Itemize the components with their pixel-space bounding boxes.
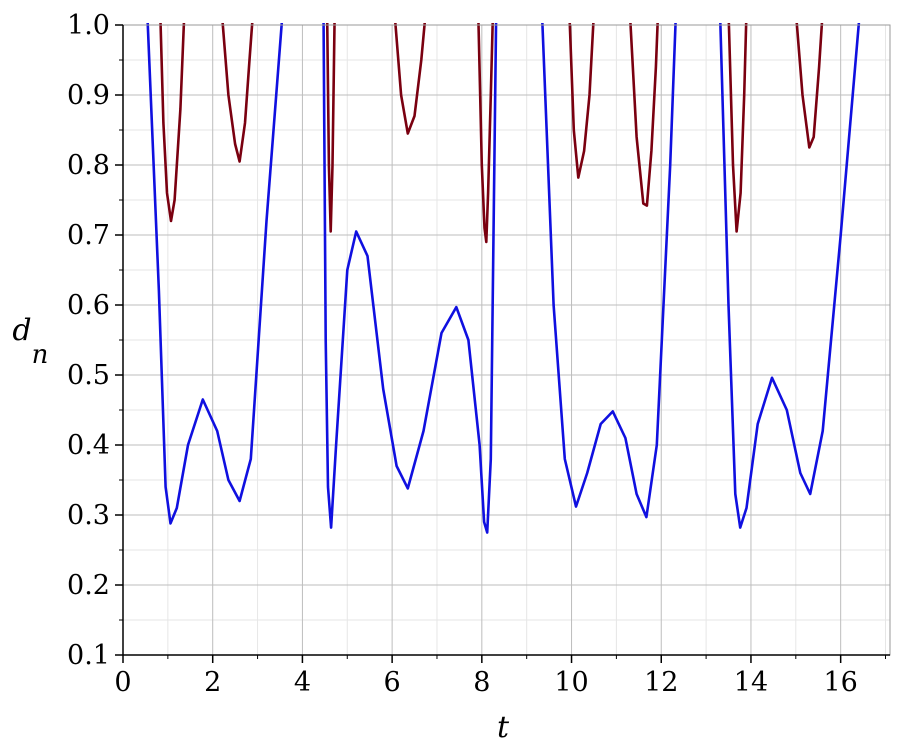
x-tick-label: 8 — [473, 667, 490, 698]
tick-labels: 0 2 4 6 8 10 12 14 16 0.1 0.2 0.3 0.4 0.5 0.6 0.7 0.8 0.9… — [67, 10, 858, 698]
series-2-curve-3 — [325, 23, 336, 233]
x-tick-label: 10 — [554, 667, 588, 698]
series-2-curve-5 — [477, 23, 494, 244]
x-axis-label: t — [497, 710, 510, 745]
y-tick-label: 0.3 — [67, 500, 110, 531]
series-1-curve-1 — [146, 23, 861, 534]
y-axis-label-subscript: n — [32, 340, 49, 370]
x-tick-label: 4 — [294, 667, 311, 698]
y-tick-label: 0.8 — [67, 150, 110, 181]
x-tick-label: 12 — [644, 667, 678, 698]
y-tick-label: 0.5 — [67, 360, 110, 391]
y-axis-label: d — [12, 313, 31, 348]
x-tick-label: 14 — [734, 667, 768, 698]
series-2-curve-7 — [629, 23, 659, 207]
grid-lines — [122, 24, 890, 656]
series-2-curve-2 — [221, 23, 254, 163]
y-tick-label: 0.4 — [67, 430, 110, 461]
y-tick-label: 0.6 — [67, 290, 110, 321]
y-tick-label: 0.9 — [67, 80, 110, 111]
series-2-curve-9 — [795, 23, 824, 149]
axis-ticks — [115, 24, 887, 663]
y-tick-label: 1.0 — [67, 10, 110, 41]
x-tick-label: 2 — [204, 667, 221, 698]
x-tick-label: 6 — [384, 667, 401, 698]
series-2-curve-8 — [727, 23, 748, 233]
series-layer — [146, 23, 861, 534]
series-2-curve-1 — [159, 23, 186, 223]
y-tick-label: 0.1 — [67, 640, 110, 671]
x-tick-label: 16 — [823, 667, 857, 698]
series-2-curve-6 — [568, 23, 595, 179]
x-tick-label: 0 — [114, 667, 131, 698]
y-tick-label: 0.2 — [67, 570, 110, 601]
series-2-curve-4 — [394, 23, 427, 135]
y-tick-label: 0.7 — [67, 220, 110, 251]
